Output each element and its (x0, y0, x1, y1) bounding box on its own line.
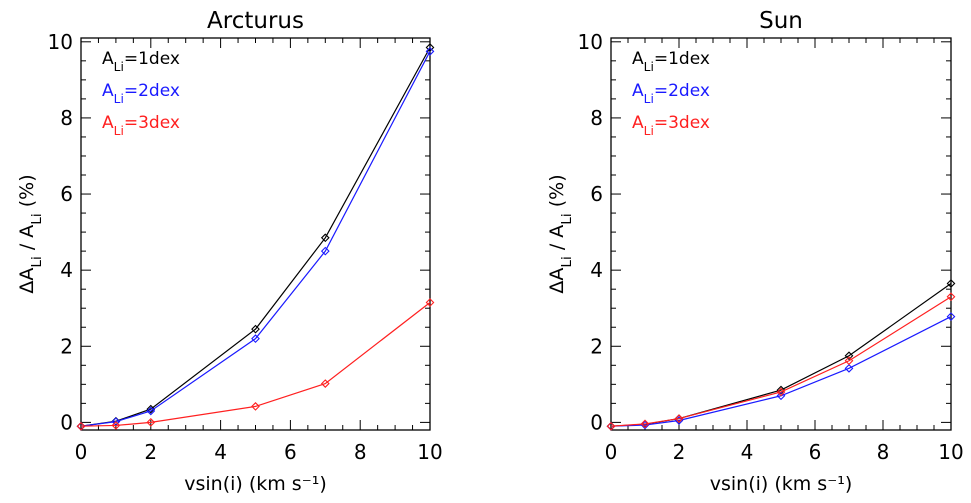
y-tick-label: 8 (590, 106, 603, 130)
x-tick-label: 0 (605, 440, 618, 464)
data-point-marker (251, 334, 260, 344)
data-point-marker (425, 46, 435, 56)
x-tick-label: 4 (214, 440, 227, 464)
data-point-marker (425, 43, 435, 52)
series-line (610, 316, 952, 427)
data-point-marker (776, 387, 786, 397)
legend-entry: ALi=3dex (102, 113, 180, 138)
x-tick-label: 2 (144, 440, 157, 464)
data-point-marker (146, 406, 156, 416)
x-tick-label: 10 (417, 440, 442, 464)
data-point-marker (146, 404, 156, 414)
series-line (80, 47, 431, 427)
legend-entry: ALi=2dex (102, 81, 180, 106)
data-point-marker (844, 356, 854, 366)
data-point-marker (776, 391, 786, 401)
x-tick-label: 10 (938, 440, 963, 464)
data-point-marker (111, 421, 121, 430)
legend-entry: ALi=1dex (632, 49, 710, 74)
x-tick-label: 0 (75, 440, 88, 464)
chart-title: Arcturus (207, 8, 304, 34)
y-tick-label: 6 (60, 182, 73, 206)
data-point-marker (606, 421, 616, 431)
y-tick-label: 8 (60, 106, 73, 130)
y-tick-label: 2 (60, 334, 73, 358)
x-tick-label: 8 (877, 440, 890, 464)
data-point-marker (674, 414, 684, 423)
series-line (610, 296, 952, 427)
data-point-marker (320, 379, 330, 388)
data-point-marker (776, 385, 786, 395)
y-tick-label: 10 (48, 30, 73, 54)
legend-entry: ALi=2dex (632, 81, 710, 106)
data-point-marker (320, 233, 330, 243)
panel-sun: Sun 0 2 4 6 8 10 0 2 4 6 8 10 vsin(i) (km s⁻¹) ΔALi / … (546, 8, 964, 495)
data-point-marker (146, 418, 156, 427)
x-axis-label: vsin(i) (km s⁻¹) (184, 473, 327, 495)
y-tick-label: 10 (578, 30, 603, 54)
y-tick-label: 4 (590, 258, 603, 282)
x-tick-label: 8 (354, 440, 367, 464)
x-tick-label: 4 (741, 440, 754, 464)
series-line (80, 51, 431, 427)
chart-title: Sun (759, 8, 803, 34)
data-point-marker (844, 363, 854, 373)
data-point-marker (946, 312, 956, 321)
data-point-marker (76, 421, 86, 431)
x-tick-label: 6 (284, 440, 297, 464)
x-axis-label: vsin(i) (km s⁻¹) (710, 473, 853, 495)
x-tick-label: 6 (809, 440, 822, 464)
data-point-marker (251, 324, 260, 334)
y-tick-label: 0 (590, 410, 603, 434)
panel-arcturus: Arcturus 0 2 4 6 8 10 0 2 4 6 8 10 vsin(i) (km s⁻¹) ΔA… (16, 8, 443, 495)
y-tick-label: 4 (60, 258, 73, 282)
y-tick-label: 6 (590, 182, 603, 206)
data-point-marker (640, 419, 650, 429)
data-point-marker (946, 292, 956, 302)
y-axis-label: ΔALi / ALi (%) (546, 174, 575, 293)
data-point-marker (320, 246, 330, 256)
legend-entry: ALi=3dex (632, 113, 710, 138)
data-point-marker (251, 402, 260, 411)
data-point-marker (946, 279, 956, 288)
data-point-marker (425, 298, 435, 307)
y-tick-label: 0 (60, 410, 73, 434)
y-tick-label: 2 (590, 334, 603, 358)
series-line (80, 302, 431, 427)
x-tick-label: 2 (673, 440, 686, 464)
legend-entry: ALi=1dex (102, 49, 180, 74)
y-axis-label: ΔALi / ALi (%) (16, 174, 45, 293)
data-point-marker (844, 351, 854, 361)
series-line (610, 282, 952, 427)
